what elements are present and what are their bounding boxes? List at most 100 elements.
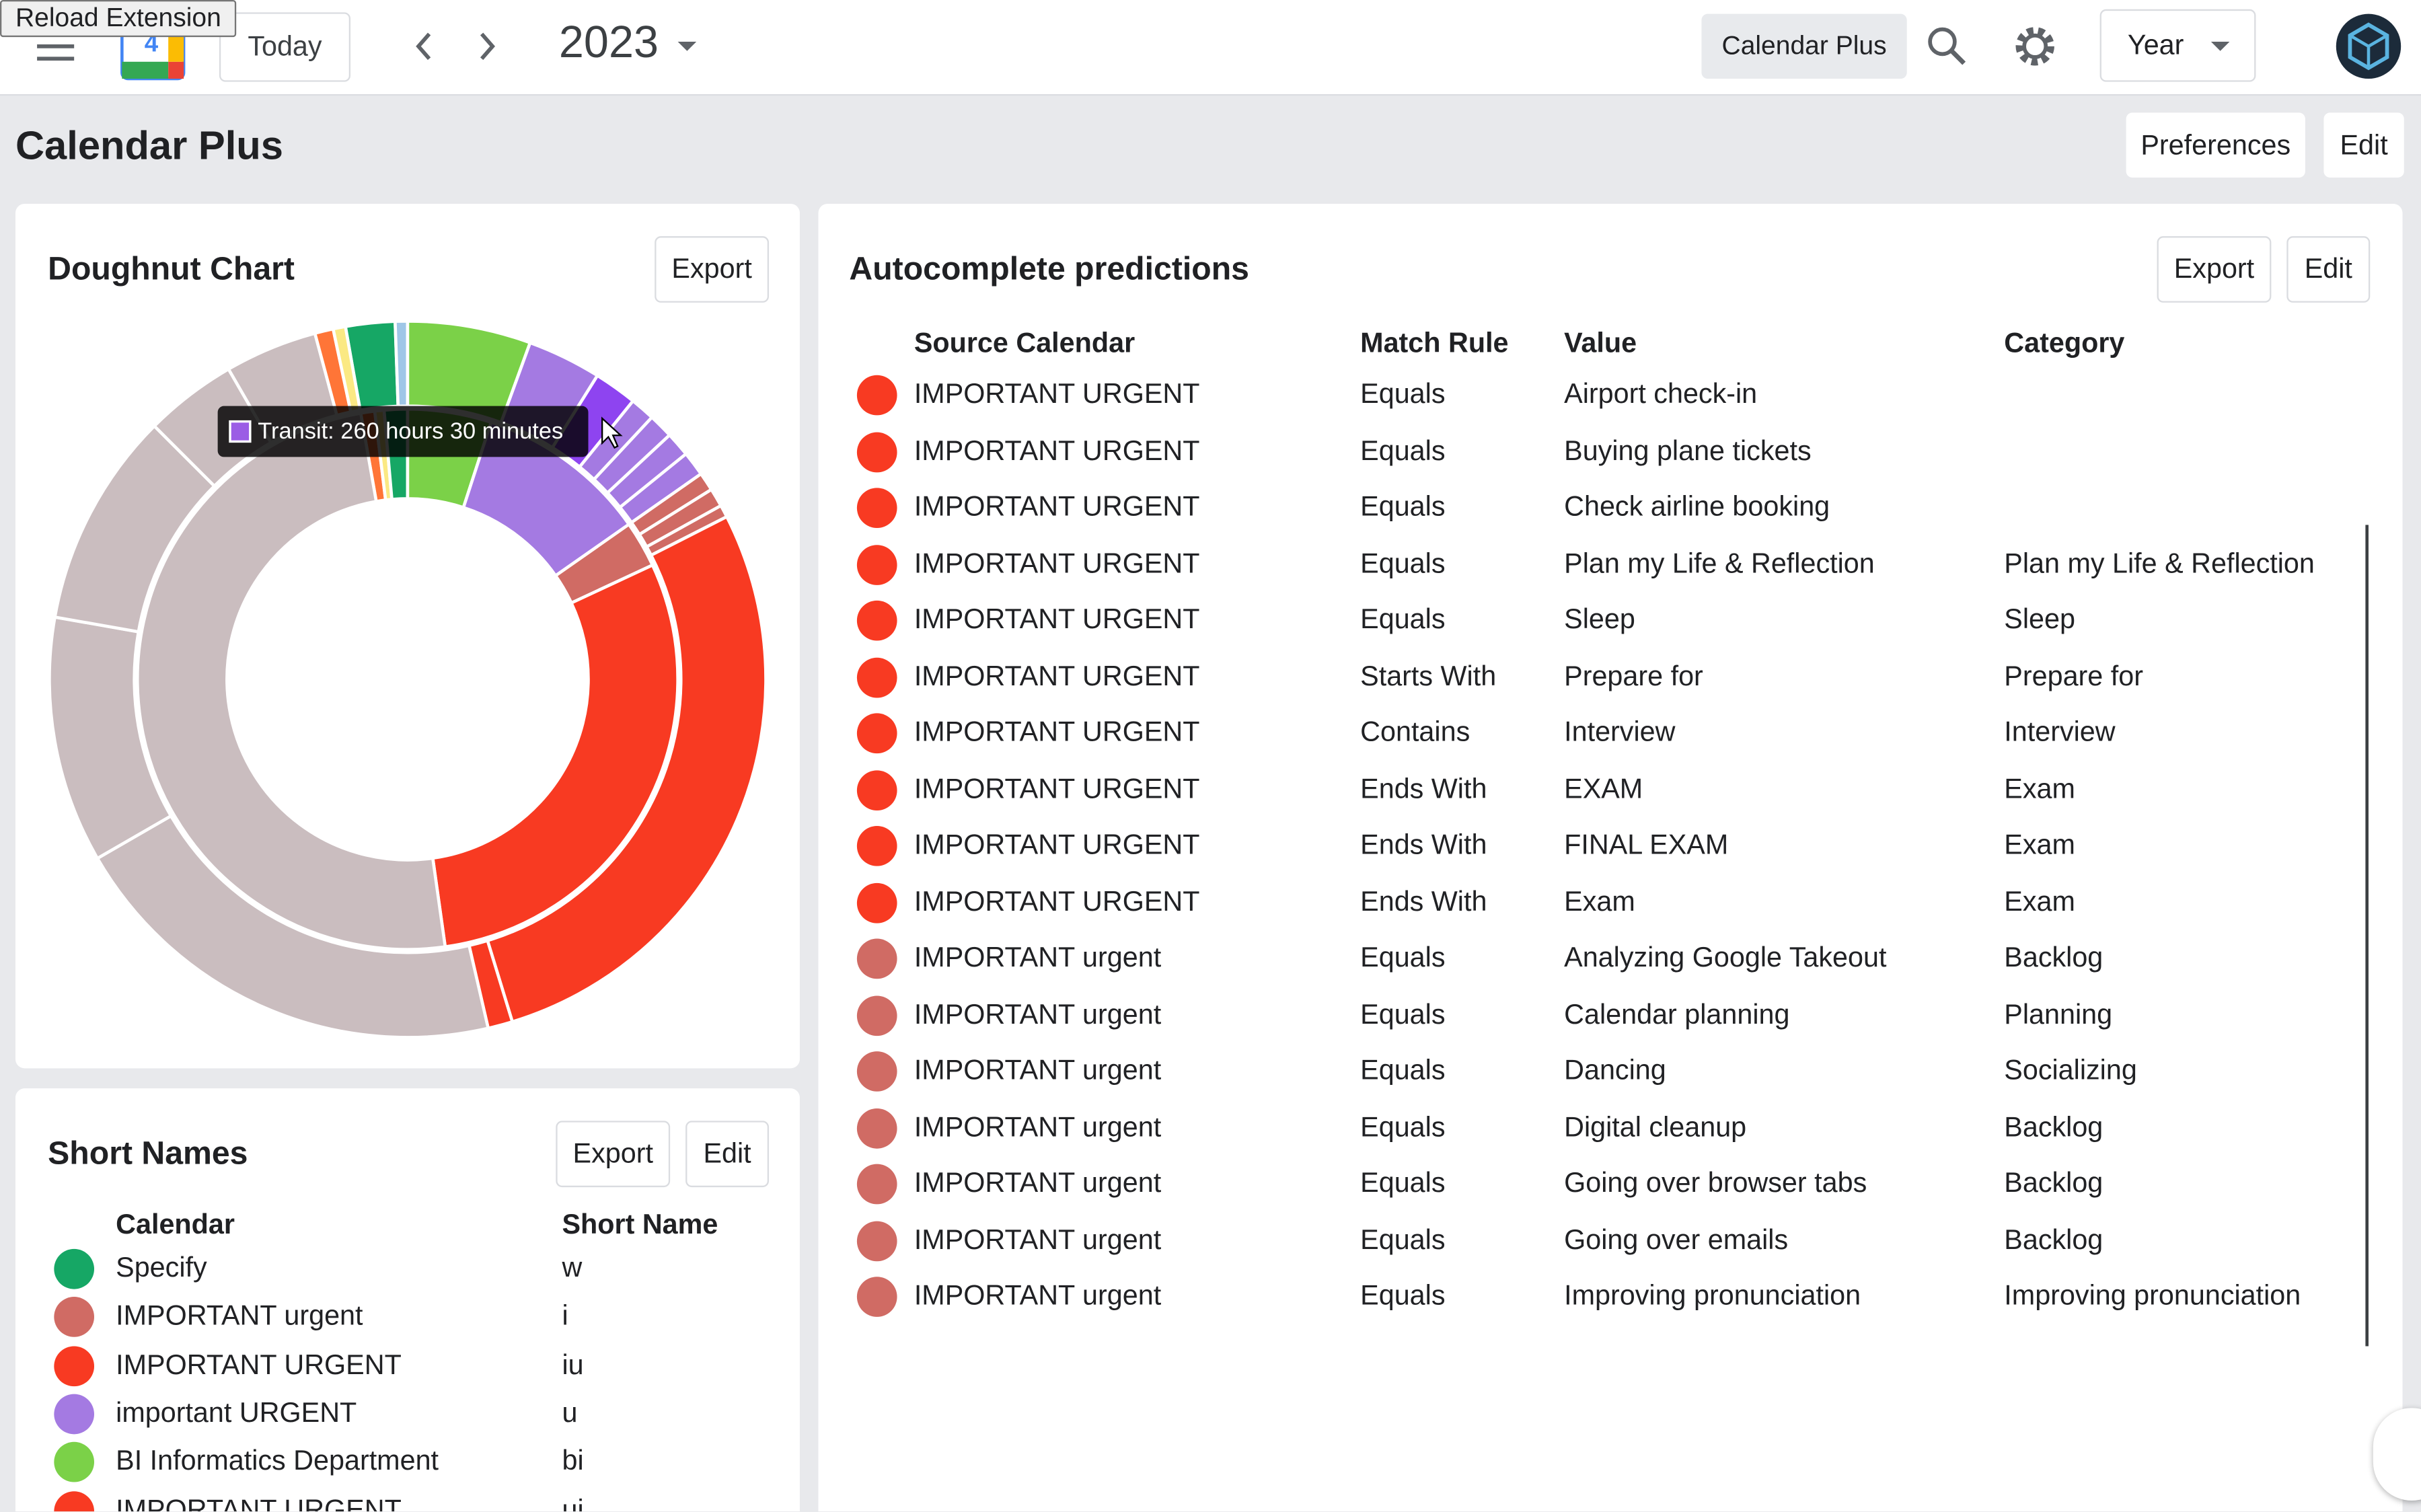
cell-value: Going over emails	[1564, 1223, 1789, 1254]
cell-source: IMPORTANT URGENT	[914, 829, 1200, 860]
cell-value: Interview	[1564, 716, 1676, 747]
calendar-name: IMPORTANT urgent	[116, 1300, 363, 1332]
nav-arrows[interactable]	[408, 28, 516, 65]
cell-value: Buying plane tickets	[1564, 434, 1812, 466]
short-names-card: Short Names Export Edit Calendar Short Na…	[15, 1088, 800, 1512]
cell-rule: Ends With	[1360, 772, 1487, 804]
edit-button[interactable]: Edit	[2286, 236, 2371, 303]
cell-rule: Equals	[1360, 1223, 1446, 1254]
card-title: Doughnut Chart	[48, 252, 295, 287]
year-dropdown[interactable]	[676, 40, 698, 52]
cell-category: Exam	[2004, 829, 2075, 860]
color-dot	[856, 1277, 897, 1317]
view-dropdown	[2210, 41, 2230, 51]
cell-category: Backlog	[2004, 942, 2103, 973]
cursor	[601, 416, 623, 449]
calendar-name: important URGENT	[116, 1396, 357, 1428]
cell-category: Backlog	[2004, 1167, 2103, 1199]
page-title: Calendar Plus	[15, 122, 283, 169]
color-dot	[856, 882, 897, 923]
color-dot	[856, 600, 897, 641]
autocomplete-card: Autocomplete predictions Export Edit Sou…	[818, 203, 2403, 1512]
cell-source: IMPORTANT URGENT	[914, 772, 1200, 804]
cell-rule: Equals	[1360, 1279, 1446, 1311]
tooltip-box	[217, 406, 589, 457]
settings-icon[interactable]	[2012, 23, 2058, 69]
year-label[interactable]: 2023	[558, 18, 659, 68]
color-dot	[54, 1248, 95, 1289]
cell-rule: Ends With	[1360, 829, 1487, 860]
cell-value: Airport check-in	[1564, 378, 1758, 410]
short-name: ui	[562, 1493, 584, 1512]
cell-category: Exam	[2004, 885, 2075, 917]
tooltip-swatch	[229, 420, 252, 443]
color-dot	[856, 938, 897, 979]
reload-extension-button[interactable]: Reload Extension	[0, 0, 237, 38]
cell-value: FINAL EXAM	[1564, 829, 1729, 860]
cell-value: Exam	[1564, 885, 1635, 917]
color-dot	[856, 713, 897, 754]
color-dot	[856, 1220, 897, 1261]
doughnut-segment	[95, 813, 490, 1039]
cell-value: Dancing	[1564, 1054, 1666, 1086]
cell-category: Socializing	[2004, 1054, 2137, 1086]
short-name: iu	[562, 1349, 584, 1380]
card-title: Autocomplete predictions	[849, 252, 1249, 287]
short-name: i	[562, 1300, 568, 1332]
scrollbar[interactable]	[2365, 525, 2369, 1347]
column-header: Category	[2004, 327, 2125, 358]
cell-source: IMPORTANT urgent	[914, 1110, 1162, 1142]
color-dot	[856, 995, 897, 1035]
cell-source: IMPORTANT URGENT	[914, 885, 1200, 917]
export-button[interactable]: Export	[556, 1121, 671, 1188]
cell-rule: Contains	[1360, 716, 1470, 747]
cell-category: Sleep	[2004, 603, 2075, 635]
cell-category: Improving pronunciation	[2004, 1279, 2301, 1311]
cell-value: Check airline booking	[1564, 490, 1830, 522]
view-select[interactable]: Year	[2099, 9, 2256, 82]
today-button[interactable]: Today	[219, 12, 351, 82]
export-button[interactable]: Export	[2157, 236, 2272, 303]
avatar[interactable]	[2334, 12, 2402, 80]
color-dot	[54, 1297, 95, 1338]
cell-value: Digital cleanup	[1564, 1110, 1747, 1142]
cell-rule: Starts With	[1360, 660, 1497, 691]
cell-source: IMPORTANT urgent	[914, 942, 1162, 973]
short-name: u	[562, 1396, 578, 1428]
cell-rule: Equals	[1360, 547, 1446, 578]
column-header: Match Rule	[1360, 327, 1509, 358]
cell-source: IMPORTANT URGENT	[914, 660, 1200, 691]
view-label: Year	[2127, 29, 2184, 61]
color-dot	[856, 769, 897, 810]
cell-rule: Equals	[1360, 1167, 1446, 1199]
autocomplete-table: Source Calendar Match Rule Value Category IM…	[819, 312, 2371, 1347]
color-dot	[856, 1164, 897, 1205]
color-dot	[54, 1442, 95, 1482]
cell-rule: Equals	[1360, 378, 1446, 410]
color-dot	[54, 1490, 95, 1512]
short-name: w	[562, 1252, 583, 1283]
color-dot	[856, 375, 897, 416]
calendar-plus-button[interactable]: Calendar Plus	[1701, 13, 1907, 79]
search-icon[interactable]	[1925, 25, 1968, 68]
cell-value: Calendar planning	[1564, 997, 1790, 1029]
cell-category: Backlog	[2004, 1110, 2103, 1142]
cell-value: Sleep	[1564, 603, 1635, 635]
cell-value: Going over browser tabs	[1564, 1167, 1867, 1199]
cell-category: Interview	[2004, 716, 2116, 747]
color-dot	[54, 1345, 95, 1386]
export-button[interactable]: Export	[655, 236, 770, 303]
cell-source: IMPORTANT urgent	[914, 1223, 1162, 1254]
doughnut-segment	[485, 515, 768, 1024]
cell-rule: Ends With	[1360, 885, 1487, 917]
tooltip-text: Transit: 260 hours 30 minutes	[258, 418, 563, 444]
preferences-button[interactable]: Preferences	[2126, 112, 2305, 178]
calendar-name: BI Informatics Department	[116, 1445, 439, 1476]
edit-button[interactable]: Edit	[2323, 112, 2404, 178]
tooltip: Transit: 260 hours 30 minutes	[217, 406, 623, 457]
color-dot	[856, 1107, 897, 1148]
edit-button[interactable]: Edit	[685, 1121, 770, 1188]
side-panel-toggle[interactable]	[2373, 1408, 2421, 1501]
